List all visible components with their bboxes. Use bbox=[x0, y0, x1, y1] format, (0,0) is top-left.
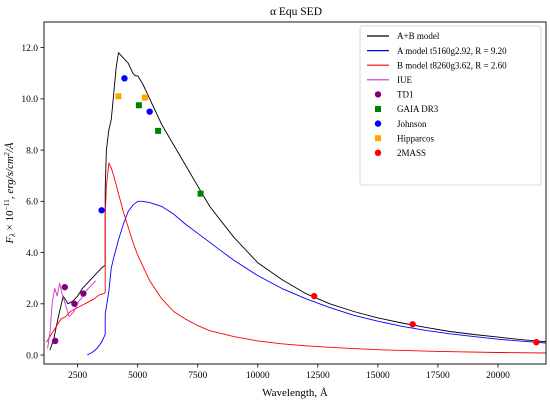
point-td1 bbox=[71, 300, 78, 307]
y-tick-label: 2.0 bbox=[26, 300, 38, 310]
point-2mass bbox=[409, 321, 416, 328]
series-line-b-model-t8260g3-62-r-2-60 bbox=[46, 162, 547, 354]
point-hipparcos bbox=[141, 94, 148, 101]
legend-swatch-td1 bbox=[374, 91, 382, 98]
point-johnson bbox=[121, 75, 128, 82]
series-line-a-model-t5160g2-92-r-9-20 bbox=[86, 200, 547, 356]
legend-label-hipparcos: Hipparcos bbox=[397, 133, 434, 143]
x-tick-label: 20000 bbox=[486, 371, 510, 381]
point-gaia-dr3 bbox=[197, 190, 204, 197]
x-tick-label: 10000 bbox=[246, 371, 270, 381]
y-tick-label: 0.0 bbox=[26, 351, 38, 361]
point-johnson bbox=[146, 108, 153, 115]
point-hipparcos bbox=[115, 93, 122, 100]
y-tick-label: 12.0 bbox=[21, 44, 38, 54]
legend-swatch-johnson bbox=[374, 120, 382, 127]
point-2mass bbox=[311, 292, 318, 300]
x-tick-label: 12500 bbox=[306, 371, 330, 381]
legend-box bbox=[359, 25, 542, 186]
legend-label-iue: IUE bbox=[397, 75, 412, 85]
x-tick-label: 2500 bbox=[68, 371, 87, 381]
x-tick-label: 17500 bbox=[426, 371, 450, 381]
legend-label-johnson: Johnson bbox=[397, 119, 427, 129]
x-tick-label: 15000 bbox=[366, 371, 390, 381]
chart-title: α Equ SED bbox=[270, 6, 322, 18]
point-td1 bbox=[51, 337, 59, 345]
x-axis-ticks: 2500 5000 7500 10000 12500 15000 17500 20000 bbox=[68, 364, 510, 381]
legend: A+B model A model t5160g2.92, R = 9.20 B m… bbox=[359, 25, 542, 186]
legend-swatch-hipparcos bbox=[375, 135, 381, 142]
y-tick-label: 4.0 bbox=[26, 249, 38, 259]
x-tick-label: 7500 bbox=[188, 371, 207, 381]
point-td1 bbox=[80, 290, 87, 297]
x-tick-label: 5000 bbox=[128, 371, 147, 381]
legend-label-td1: TD1 bbox=[397, 90, 414, 100]
x-axis-label: Wavelength, Å bbox=[262, 387, 328, 399]
legend-label-b-model-t8260g3-62-r-2-60: B model t8260g3.62, R = 2.60 bbox=[397, 60, 507, 70]
y-axis-label: Fλ × 10−11, erg/s/cm2/Å bbox=[2, 142, 17, 244]
legend-label-a-b-model: A+B model bbox=[397, 31, 440, 41]
plot-series bbox=[46, 52, 547, 356]
y-tick-label: 6.0 bbox=[26, 198, 38, 208]
y-tick-label: 10.0 bbox=[21, 95, 38, 105]
point-gaia-dr3 bbox=[155, 127, 162, 134]
series-line-a-b-model bbox=[49, 52, 547, 351]
legend-entries: A+B model A model t5160g2.92, R = 9.20 B m… bbox=[367, 31, 507, 158]
legend-label-2mass: 2MASS bbox=[397, 148, 426, 158]
y-axis-ticks: 0.0 2.0 4.0 6.0 8.0 10.0 12.0 bbox=[21, 44, 44, 361]
legend-swatch-2mass bbox=[374, 149, 382, 156]
legend-label-gaia-dr3: GAIA DR3 bbox=[397, 104, 439, 114]
point-td1 bbox=[61, 283, 68, 291]
legend-swatch-gaia-dr3 bbox=[375, 106, 381, 112]
plot-frame bbox=[43, 21, 547, 365]
point-2mass bbox=[533, 339, 540, 346]
point-gaia-dr3 bbox=[135, 102, 142, 109]
series-line-iue bbox=[47, 280, 96, 349]
point-johnson bbox=[98, 207, 105, 214]
y-tick-label: 8.0 bbox=[26, 146, 38, 156]
legend-label-a-model-t5160g2-92-r-9-20: A model t5160g2.92, R = 9.20 bbox=[397, 46, 507, 56]
